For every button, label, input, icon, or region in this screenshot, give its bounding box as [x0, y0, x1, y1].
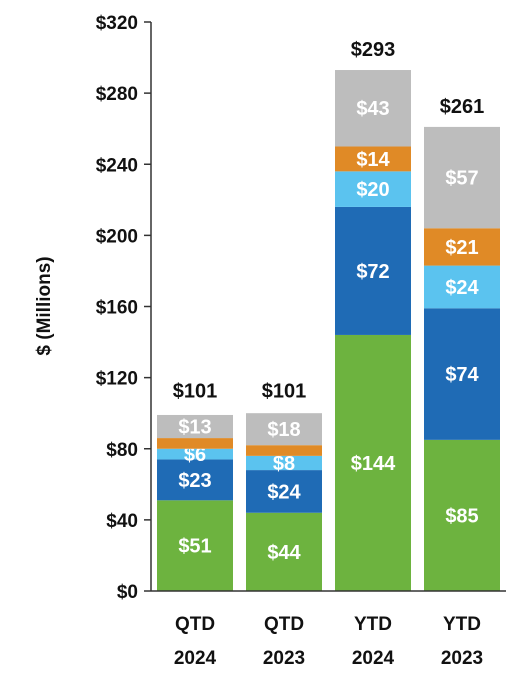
- bar-segment: [424, 126, 500, 229]
- segment-value-label: $21: [445, 237, 478, 259]
- segment-value-label: $14: [356, 149, 390, 171]
- x-category-label-line1: YTD: [354, 614, 392, 635]
- bar-stack: $51 $23 $6 $13 $101: [157, 380, 233, 591]
- segment-value-label: $43: [356, 98, 389, 120]
- x-category-label-line1: YTD: [443, 614, 481, 635]
- segment-value-label: $24: [267, 481, 301, 503]
- bar-segment: [246, 413, 322, 446]
- bar-segment: [424, 228, 500, 266]
- bar-segment: [246, 470, 322, 513]
- segment-value-label: $74: [445, 364, 479, 386]
- y-tick-label: $0: [117, 582, 138, 603]
- bar-segment: [424, 308, 500, 440]
- y-tick-label: $160: [96, 298, 138, 319]
- segment-value-label: $23: [178, 470, 211, 492]
- bar-segment: [157, 414, 233, 439]
- x-category-label-line2: 2024: [352, 648, 395, 669]
- bar-segment: [246, 455, 322, 471]
- y-tick-label: $40: [106, 511, 138, 532]
- y-tick-label: $120: [96, 369, 138, 390]
- bar-segment: [157, 459, 233, 501]
- bar-segment: [157, 500, 233, 591]
- bar-segment: [157, 438, 233, 449]
- segment-value-label: $144: [351, 453, 396, 475]
- segment-value-label: $72: [356, 261, 389, 283]
- segment-value-label: $57: [445, 168, 478, 190]
- x-category-label-line2: 2023: [263, 648, 305, 669]
- bar-total-label: $101: [262, 380, 307, 402]
- segment-value-label: $20: [356, 179, 389, 201]
- x-category-label-line2: 2024: [174, 648, 217, 669]
- x-category-label-line2: 2023: [441, 648, 483, 669]
- x-axis-labels: QTD 2024 QTD 2023 YTD 2024 YTD 2023: [174, 614, 483, 669]
- segment-value-label: $8: [273, 453, 295, 475]
- y-axis-ticks: $0 $40 $80 $120 $160 $200 $240 $280 $320: [96, 13, 151, 603]
- y-tick-label: $80: [106, 440, 138, 461]
- bar-stack: $85 $74 $24 $21 $57 $261: [424, 96, 500, 591]
- segment-value-label: $24: [445, 277, 479, 299]
- bar-segment: [335, 171, 411, 207]
- bar-segment: [157, 448, 233, 460]
- y-tick-label: $280: [96, 84, 138, 105]
- bar-total-label: $101: [173, 380, 218, 402]
- x-category-label-line1: QTD: [175, 614, 215, 635]
- segment-value-label: $85: [445, 505, 478, 527]
- bar-segment: [335, 146, 411, 172]
- bar-total-label: $261: [440, 96, 485, 118]
- bar-segment: [246, 512, 322, 591]
- segment-value-label: $6: [184, 444, 206, 466]
- segment-value-label: $51: [178, 536, 211, 558]
- y-axis-label: $ (Millions): [34, 256, 55, 355]
- bar-segment: [335, 334, 411, 591]
- y-tick-label: $240: [96, 155, 138, 176]
- bar-segment: [246, 445, 322, 456]
- bar-segment: [335, 70, 411, 147]
- bar-stack: $44 $24 $8 $18 $101: [246, 380, 322, 591]
- x-category-label-line1: QTD: [264, 614, 304, 635]
- bar-stack: $144 $72 $20 $14 $43 $293: [335, 39, 411, 591]
- bars: $51 $23 $6 $13 $101 $44 $24 $8 $18 $101 $144 $72 $20…: [157, 39, 500, 591]
- y-tick-label: $200: [96, 226, 138, 247]
- y-tick-label: $320: [96, 13, 138, 34]
- segment-value-label: $13: [178, 417, 211, 439]
- segment-value-label: $44: [267, 542, 301, 564]
- segment-value-label: $18: [267, 419, 300, 441]
- bar-segment: [424, 265, 500, 309]
- bar-segment: [335, 206, 411, 335]
- bar-segment: [424, 439, 500, 591]
- bar-total-label: $293: [351, 39, 396, 61]
